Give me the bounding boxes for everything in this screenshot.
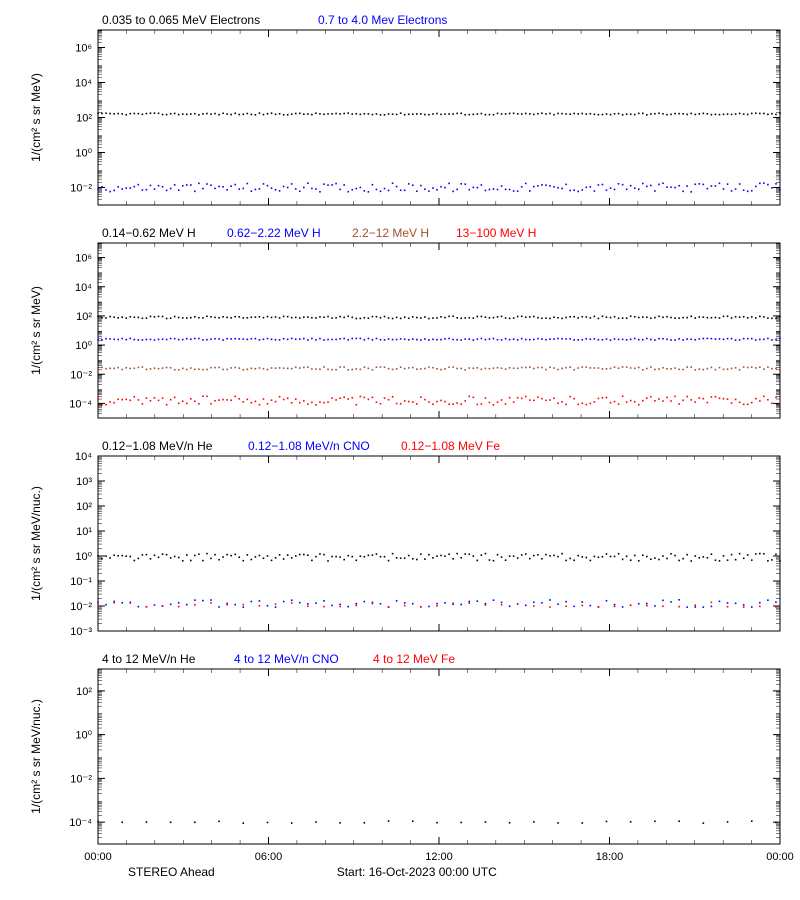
y-tick-label: 10² bbox=[76, 501, 92, 513]
plot-frame bbox=[98, 243, 780, 418]
plot-frame bbox=[98, 456, 780, 631]
data-series bbox=[97, 820, 777, 824]
y-tick-label: 10² bbox=[76, 686, 92, 698]
footer-instrument: STEREO Ahead bbox=[128, 865, 215, 879]
series-legend: 0.035 to 0.065 MeV Electrons bbox=[102, 13, 260, 27]
y-tick-label: 10⁻² bbox=[70, 601, 92, 613]
data-series bbox=[97, 553, 781, 562]
data-series bbox=[97, 338, 781, 341]
data-series bbox=[97, 112, 781, 115]
x-tick-label: 00:00 bbox=[84, 851, 112, 863]
data-series bbox=[97, 366, 781, 371]
series-legend: 0.7 to 4.0 Mev Electrons bbox=[318, 13, 447, 27]
y-tick-label: 10⁶ bbox=[75, 43, 92, 55]
x-tick-label: 18:00 bbox=[596, 851, 624, 863]
y-axis-label: 1/(cm² s sr MeV/nuc.) bbox=[29, 699, 43, 814]
panel-2: 0.12−1.08 MeV/n He 0.12−1.08 MeV/n CNO 0.1… bbox=[29, 439, 781, 638]
y-tick-label: 10⁴ bbox=[75, 451, 92, 463]
y-tick-label: 10⁰ bbox=[75, 148, 92, 160]
y-tick-label: 10⁻⁴ bbox=[69, 398, 92, 410]
series-legend: 2.2−12 MeV H bbox=[352, 226, 429, 240]
plot-frame bbox=[98, 669, 780, 844]
y-tick-label: 10³ bbox=[76, 476, 92, 488]
x-tick-label: 12:00 bbox=[425, 851, 453, 863]
x-tick-label: 00:00 bbox=[766, 851, 794, 863]
series-legend: 0.12−1.08 MeV/n He bbox=[102, 439, 213, 453]
series-legend: 4 to 12 MeV Fe bbox=[373, 652, 455, 666]
series-legend: 0.14−0.62 MeV H bbox=[102, 226, 196, 240]
data-series bbox=[97, 395, 781, 405]
data-series bbox=[97, 602, 777, 608]
y-tick-label: 10⁻² bbox=[70, 773, 92, 785]
series-legend: 4 to 12 MeV/n CNO bbox=[234, 652, 339, 666]
y-tick-label: 10² bbox=[76, 311, 92, 323]
data-series bbox=[97, 182, 781, 192]
panel-3: 4 to 12 MeV/n He 4 to 12 MeV/n CNO 4 to 12… bbox=[29, 652, 780, 844]
y-tick-label: 10⁻⁴ bbox=[69, 817, 92, 829]
y-tick-label: 10² bbox=[76, 113, 92, 125]
y-axis-label: 1/(cm² s sr MeV) bbox=[29, 286, 43, 375]
y-tick-label: 10⁻¹ bbox=[70, 576, 92, 588]
y-tick-label: 10⁰ bbox=[75, 730, 92, 742]
stereo-particle-chart: 0.035 to 0.065 MeV Electrons 0.7 to 4.0 M… bbox=[0, 0, 800, 900]
series-legend: 0.12−1.08 MeV/n CNO bbox=[248, 439, 370, 453]
series-legend: 0.12−1.08 MeV Fe bbox=[401, 439, 500, 453]
y-tick-label: 10¹ bbox=[76, 526, 92, 538]
data-series bbox=[97, 315, 781, 319]
footer-start-time: Start: 16-Oct-2023 00:00 UTC bbox=[337, 865, 497, 879]
y-tick-label: 10⁴ bbox=[75, 78, 92, 90]
panel-1: 0.14−0.62 MeV H 0.62−2.22 MeV H 2.2−12 MeV… bbox=[29, 226, 781, 418]
y-tick-label: 10⁴ bbox=[75, 282, 92, 294]
series-legend: 0.62−2.22 MeV H bbox=[227, 226, 321, 240]
y-axis-label: 1/(cm² s sr MeV/nuc.) bbox=[29, 486, 43, 601]
y-tick-label: 10⁻² bbox=[70, 183, 92, 195]
series-legend: 4 to 12 MeV/n He bbox=[102, 652, 196, 666]
y-tick-label: 10⁻² bbox=[70, 369, 92, 381]
y-tick-label: 10⁰ bbox=[75, 340, 92, 352]
series-legend: 13−100 MeV H bbox=[456, 226, 536, 240]
panel-0: 0.035 to 0.065 MeV Electrons 0.7 to 4.0 M… bbox=[29, 13, 781, 205]
y-tick-label: 10⁰ bbox=[75, 551, 92, 563]
y-tick-label: 10⁶ bbox=[75, 253, 92, 265]
y-tick-label: 10⁻³ bbox=[70, 626, 92, 638]
x-tick-label: 06:00 bbox=[255, 851, 283, 863]
y-axis-label: 1/(cm² s sr MeV) bbox=[29, 73, 43, 162]
plot-frame bbox=[98, 30, 780, 205]
